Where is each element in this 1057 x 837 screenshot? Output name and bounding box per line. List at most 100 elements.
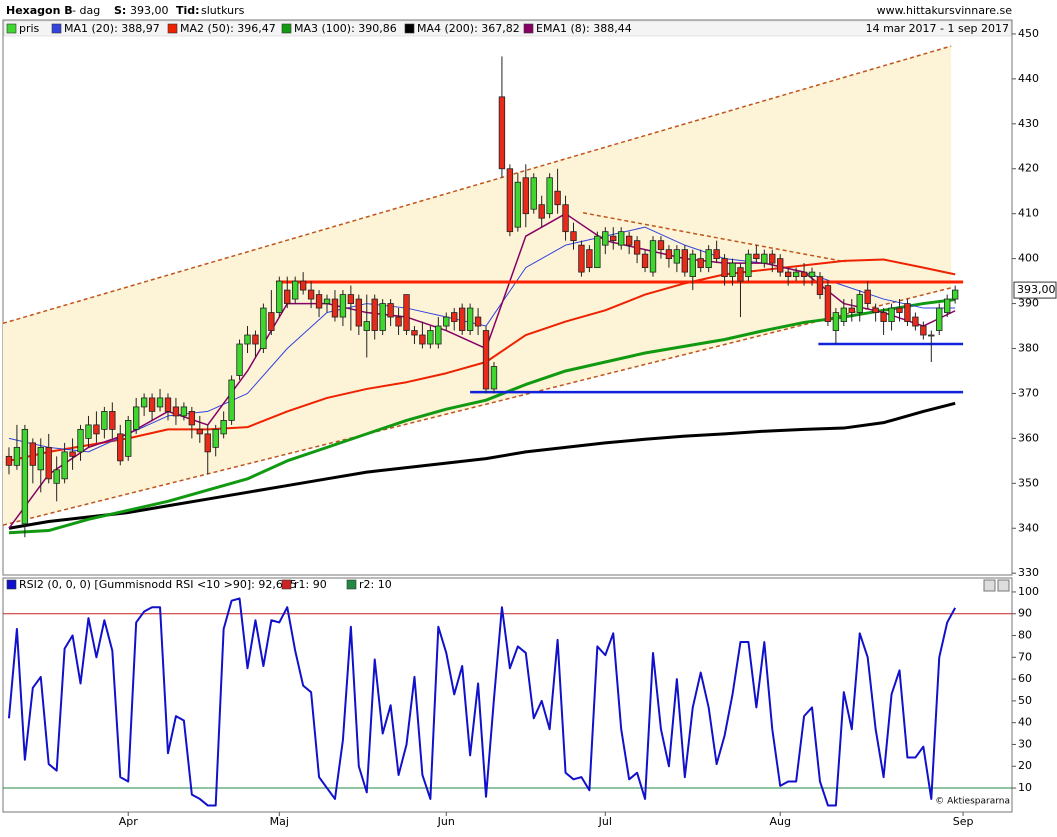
chart-title: Hexagon B	[6, 4, 73, 17]
period: - dag	[72, 4, 100, 17]
x-tick-label: Jun	[437, 815, 455, 828]
s-label: S:	[114, 4, 126, 17]
candle-body	[904, 303, 911, 322]
candle-body	[363, 321, 370, 331]
candle-body	[673, 249, 681, 264]
close-icon[interactable]	[997, 579, 1010, 592]
y-tick-label: 70	[1018, 650, 1032, 663]
candle-body	[681, 249, 688, 273]
candle-body	[466, 307, 474, 331]
candle-body	[578, 244, 585, 273]
tid-value: slutkurs	[201, 4, 245, 17]
candle-body	[848, 307, 855, 313]
candle-body	[299, 280, 307, 291]
candle-body	[761, 253, 768, 264]
candle-body	[93, 424, 100, 435]
candle-body	[212, 428, 219, 448]
candle-body	[458, 307, 466, 331]
last-price-box	[1013, 281, 1057, 299]
x-tick-label: Apr	[119, 815, 139, 828]
candle-body	[244, 334, 251, 345]
candle-body	[443, 316, 450, 327]
legend-label: r2: 10	[359, 578, 392, 591]
candle-body	[268, 312, 275, 331]
y-tick-label: 380	[1018, 342, 1039, 355]
legend-swatch	[346, 579, 357, 590]
legend-label: EMA1 (8): 388,44	[536, 22, 632, 35]
candle-body	[808, 271, 816, 278]
candle-body	[633, 240, 641, 255]
candle-body	[371, 298, 378, 331]
candle-body	[387, 303, 394, 318]
candle-body	[920, 325, 927, 336]
candle-body	[602, 231, 609, 246]
candle-body	[753, 253, 760, 260]
candle-body	[188, 411, 196, 426]
candle-body	[864, 289, 871, 304]
candle-body	[13, 446, 21, 466]
candle-body	[832, 312, 840, 331]
candle-body	[888, 307, 895, 322]
candle-body	[69, 451, 76, 457]
candle-body	[800, 271, 808, 278]
y-tick-label: 20	[1018, 759, 1032, 772]
legend-label: MA1 (20): 388,97	[64, 22, 160, 35]
candle-body	[292, 280, 299, 300]
candle-body	[792, 271, 800, 278]
legend-swatch	[6, 23, 17, 34]
candle-body	[451, 312, 458, 322]
candle-body	[618, 231, 625, 246]
candle-body	[435, 325, 442, 345]
candle-body	[204, 433, 211, 453]
y-tick-label: 400	[1018, 252, 1039, 265]
legend-label: MA3 (100): 390,86	[294, 22, 397, 35]
candle-body	[164, 397, 172, 412]
candle-body	[236, 343, 243, 376]
candle-body	[307, 289, 315, 300]
candle-body	[562, 204, 569, 233]
candle-body	[928, 334, 935, 337]
candle-body	[101, 411, 108, 430]
y-tick-label: 30	[1018, 737, 1032, 750]
y-tick-label: 360	[1018, 431, 1039, 444]
candle-body	[816, 276, 824, 295]
legend-row	[3, 20, 1012, 37]
candle-body	[29, 442, 36, 466]
candle-body	[538, 204, 545, 219]
rsi-line	[7, 597, 957, 807]
legend-swatch	[281, 579, 292, 590]
x-tick-label: Maj	[270, 815, 289, 828]
legend-label: pris	[19, 22, 40, 35]
candle-body	[649, 240, 657, 273]
settings-icon[interactable]	[983, 579, 996, 592]
candle-body	[530, 177, 537, 210]
candle-body	[53, 469, 60, 484]
y-tick-label: 100	[1018, 585, 1039, 598]
x-tick-label: Jul	[598, 815, 612, 828]
rsi-panel	[2, 577, 1013, 813]
legend-swatch	[404, 23, 415, 34]
candle-body	[403, 294, 410, 331]
candle-body	[61, 451, 68, 480]
date-range: 14 mar 2017 - 1 sep 2017	[866, 22, 1009, 35]
candle-body	[705, 249, 712, 269]
candle-body	[665, 249, 673, 260]
candle-body	[912, 316, 919, 327]
candle-body	[379, 303, 386, 331]
candle-body	[951, 289, 959, 300]
trend-line	[582, 212, 846, 263]
candle-body	[625, 235, 633, 246]
candle-body	[85, 424, 92, 439]
y-tick-label: 420	[1018, 162, 1039, 175]
candle-body	[172, 406, 180, 417]
candle-body	[896, 307, 903, 313]
candle-body	[37, 446, 44, 471]
candle-body	[697, 258, 704, 269]
candle-body	[395, 316, 402, 327]
candle-body	[21, 428, 29, 525]
legend-label: MA4 (200): 367,82	[417, 22, 520, 35]
candle-body	[427, 330, 434, 345]
candle-body	[276, 280, 283, 313]
candle-body	[132, 406, 140, 430]
